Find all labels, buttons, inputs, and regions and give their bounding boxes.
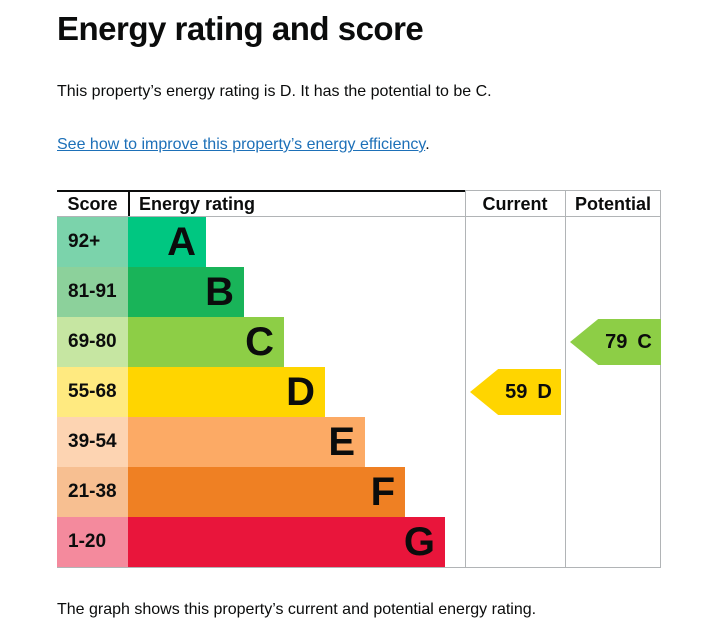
band-rows: 92+ A 81-91 B 69-80 C 55-68 D 39-54 E 21… xyxy=(57,217,661,567)
score-column-divider xyxy=(128,190,130,217)
potential-column-left-border xyxy=(565,190,566,568)
chart-caption: The graph shows this property’s current … xyxy=(57,601,537,618)
chart-top-border-black xyxy=(57,190,465,192)
potential-rating-score: 79 xyxy=(605,330,628,353)
page-title: Energy rating and score xyxy=(57,10,424,47)
band-g-score-range: 1-20 xyxy=(57,517,128,567)
band-row-d: 55-68 D xyxy=(57,367,661,417)
band-c-bar: C xyxy=(128,317,284,367)
link-period: . xyxy=(425,136,430,153)
band-b-bar: B xyxy=(128,267,244,317)
band-d-bar: D xyxy=(128,367,325,417)
band-a-score-range: 92+ xyxy=(57,217,128,267)
band-row-f: 21-38 F xyxy=(57,467,661,517)
rating-summary-text: This property’s energy rating is D. It h… xyxy=(57,83,492,100)
band-f-bar: F xyxy=(128,467,405,517)
chart-bottom-border xyxy=(57,567,661,568)
improve-link-line: See how to improve this property’s energ… xyxy=(57,136,430,154)
band-a-bar: A xyxy=(128,217,206,267)
improve-efficiency-link[interactable]: See how to improve this property’s energ… xyxy=(57,136,426,153)
band-e-bar: E xyxy=(128,417,365,467)
header-underline xyxy=(57,216,661,217)
band-g-bar: G xyxy=(128,517,445,567)
band-d-score-range: 55-68 xyxy=(57,367,128,417)
band-row-c: 69-80 C xyxy=(57,317,661,367)
band-b-score-range: 81-91 xyxy=(57,267,128,317)
current-rating-band: D xyxy=(537,380,552,403)
band-row-b: 81-91 B xyxy=(57,267,661,317)
band-row-e: 39-54 E xyxy=(57,417,661,467)
band-row-a: 92+ A xyxy=(57,217,661,267)
potential-column-header: Potential xyxy=(574,194,651,214)
energy-rating-chart: Score Energy rating Current Potential 92… xyxy=(57,190,661,568)
current-column-header: Current xyxy=(482,194,548,214)
chart-top-border-grey xyxy=(465,190,661,191)
band-e-score-range: 39-54 xyxy=(57,417,128,467)
rating-column-header: Energy rating xyxy=(139,194,256,214)
potential-rating-band: C xyxy=(637,330,652,353)
band-row-g: 1-20 G xyxy=(57,517,661,567)
chart-right-border xyxy=(660,190,661,568)
current-rating-score: 59 xyxy=(505,380,528,403)
current-column-left-border xyxy=(465,190,466,568)
band-f-score-range: 21-38 xyxy=(57,467,128,517)
band-c-score-range: 69-80 xyxy=(57,317,128,367)
score-column-header: Score xyxy=(67,194,118,214)
